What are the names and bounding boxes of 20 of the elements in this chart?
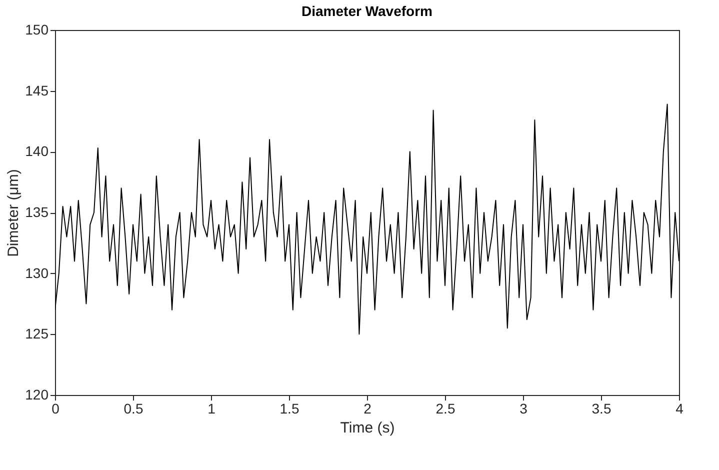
x-tick-label: 3.5 [592,400,612,416]
x-tick-label: 1.5 [280,400,300,416]
x-tick-label: 1 [208,400,216,416]
x-tick-label: 3 [520,400,528,416]
y-tick-label: 135 [25,204,49,220]
y-tick-label: 150 [25,22,49,38]
y-tick-label: 125 [25,326,49,342]
x-tick-label: 0.5 [124,400,144,416]
y-tick-label: 140 [25,143,49,160]
x-tick-label: 2.5 [436,400,456,416]
x-tick-label: 2 [364,400,372,416]
chart-title: Diameter Waveform [302,3,432,19]
x-tick-label: 0 [52,400,60,416]
y-tick-label: 130 [25,264,49,281]
y-tick-label: 145 [25,82,49,98]
line-series [55,104,679,335]
x-tick-label: 4 [676,400,684,416]
x-axis-title: Time (s) [340,420,395,436]
y-tick-label: 120 [25,386,49,402]
y-axis-title: Dimeter (μm) [5,169,22,257]
